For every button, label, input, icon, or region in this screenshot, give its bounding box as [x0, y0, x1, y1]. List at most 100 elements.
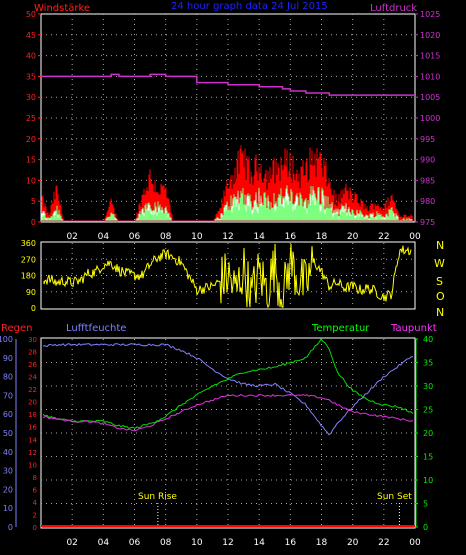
luftdruck-label: Luftdruck	[370, 3, 417, 14]
temp-y-tick-label: 30	[423, 382, 433, 391]
sunset-label: Sun Set	[377, 492, 412, 502]
wind-y-tick-label: 45	[26, 31, 36, 40]
rain-y-tick-label: 28	[28, 349, 37, 357]
rain-y-tick-label: 0	[33, 524, 37, 532]
chart-marks: 02 04 06 08 10 12 14 16 18 20 22 000510152025303540…	[0, 10, 440, 548]
weather-x-tick-label: 08	[160, 538, 172, 548]
temp-y-tick-label: 25	[423, 406, 433, 415]
pressure-y-tick-label: 1020	[420, 31, 440, 40]
temp-y-tick-label: 10	[423, 476, 433, 485]
wind-x-tick-label: 04	[98, 232, 110, 242]
direction-line	[43, 243, 412, 309]
temp-y-tick-label: 35	[423, 359, 433, 368]
wind-x-tick-label: 22	[378, 232, 389, 242]
wind-y-tick-label: 30	[26, 93, 36, 102]
direction-y-tick-label: 0	[31, 304, 36, 313]
windstaerke-label: Windstärke	[34, 3, 90, 14]
wind-y-tick-label: 35	[26, 72, 36, 81]
temp-y-tick-label: 15	[423, 453, 433, 462]
rain-y-tick-label: 22	[28, 386, 37, 394]
wind-y-tick-label: 20	[26, 135, 36, 144]
rain-y-tick-label: 18	[28, 411, 37, 419]
humidity-y-tick-label: 60	[3, 410, 13, 419]
direction-y-tick-label: 270	[21, 255, 36, 264]
pressure-y-tick-label: 1000	[420, 114, 440, 123]
rain-y-tick-label: 14	[28, 436, 37, 444]
compass-n-top: N	[436, 239, 444, 252]
rain-y-tick-label: 30	[28, 336, 37, 344]
taupunkt-label: Taupunkt	[390, 323, 437, 334]
compass-s: S	[436, 275, 443, 288]
wind-y-tick-label: 40	[26, 52, 36, 61]
wind-y-tick-label: 0	[31, 218, 36, 227]
direction-y-tick-label: 90	[26, 288, 36, 297]
humidity-y-tick-label: 40	[3, 448, 13, 457]
humidity-y-tick-label: 20	[3, 485, 13, 494]
humidity-y-tick-label: 100	[0, 335, 13, 344]
pressure-y-tick-label: 1025	[420, 10, 440, 19]
chart-title: 24 hour graph data 24 Jul 2015	[171, 1, 328, 12]
rain-y-tick-label: 10	[28, 461, 37, 469]
wind-y-tick-label: 25	[26, 114, 36, 123]
weather-x-tick-label: 10	[191, 538, 203, 548]
weather-x-tick-label: 22	[378, 538, 389, 548]
wind-x-tick-label: 14	[253, 232, 265, 242]
rain-y-tick-label: 12	[28, 449, 37, 457]
weather-x-tick-label: 14	[253, 538, 265, 548]
rain-y-tick-label: 4	[33, 499, 38, 507]
pressure-y-tick-label: 1015	[420, 52, 440, 61]
pressure-y-tick-label: 975	[420, 218, 435, 227]
wind-y-tick-label: 50	[26, 10, 36, 19]
weather-x-tick-label: 16	[285, 538, 297, 548]
wind-y-tick-label: 15	[26, 156, 36, 165]
humidity-y-tick-label: 70	[3, 391, 13, 400]
humidity-y-tick-label: 0	[8, 523, 13, 532]
weather-x-tick-label: 20	[347, 538, 359, 548]
temp-y-tick-label: 40	[423, 335, 433, 344]
weather-x-tick-label: 18	[316, 538, 328, 548]
wind-y-tick-label: 5	[31, 197, 36, 206]
wind-x-tick-label: 12	[222, 232, 233, 242]
wind-x-tick-label: 00	[409, 232, 421, 242]
compass-w: W	[434, 257, 445, 270]
weather-x-tick-label: 12	[222, 538, 233, 548]
weather-x-tick-label: 00	[409, 538, 421, 548]
pressure-line	[41, 73, 415, 96]
sunrise-label: Sun Rise	[138, 492, 177, 502]
temp-y-tick-label: 5	[423, 500, 428, 509]
temp-y-tick-label: 0	[423, 523, 428, 532]
pressure-y-tick-label: 1010	[420, 72, 440, 81]
temperature-line	[42, 338, 414, 430]
compass-o: O	[436, 290, 445, 303]
regen-label: Regen	[1, 323, 33, 334]
wind-x-tick-label: 16	[285, 232, 297, 242]
direction-y-tick-label: 360	[21, 239, 36, 248]
wind-x-tick-label: 18	[316, 232, 328, 242]
temperatur-label: Temperatur	[311, 323, 370, 334]
temp-y-tick-label: 20	[423, 429, 433, 438]
rain-y-tick-label: 8	[33, 474, 37, 482]
weather-x-tick-label: 02	[66, 538, 77, 548]
pressure-y-tick-label: 990	[420, 156, 435, 165]
pressure-y-tick-label: 995	[420, 135, 435, 144]
direction-y-tick-label: 180	[21, 272, 36, 281]
humidity-y-tick-label: 80	[3, 373, 13, 382]
rain-y-tick-label: 20	[28, 399, 37, 407]
rain-y-tick-label: 6	[33, 486, 38, 494]
pressure-y-tick-label: 980	[420, 197, 435, 206]
pressure-y-tick-label: 1005	[420, 93, 440, 102]
wind-x-tick-label: 06	[129, 232, 141, 242]
rain-y-tick-label: 24	[28, 374, 37, 382]
rain-y-tick-label: 16	[28, 424, 37, 432]
rain-y-tick-label: 26	[28, 361, 37, 369]
humidity-y-tick-label: 50	[3, 429, 13, 438]
luftfeuchte-label: Lufftfeuchte	[66, 323, 126, 334]
humidity-y-tick-label: 30	[3, 467, 13, 476]
compass-n-bottom: N	[436, 306, 444, 319]
pressure-y-tick-label: 985	[420, 176, 435, 185]
humidity-y-tick-label: 10	[3, 504, 13, 513]
weather-x-tick-label: 04	[98, 538, 110, 548]
wind-y-tick-label: 10	[26, 176, 36, 185]
